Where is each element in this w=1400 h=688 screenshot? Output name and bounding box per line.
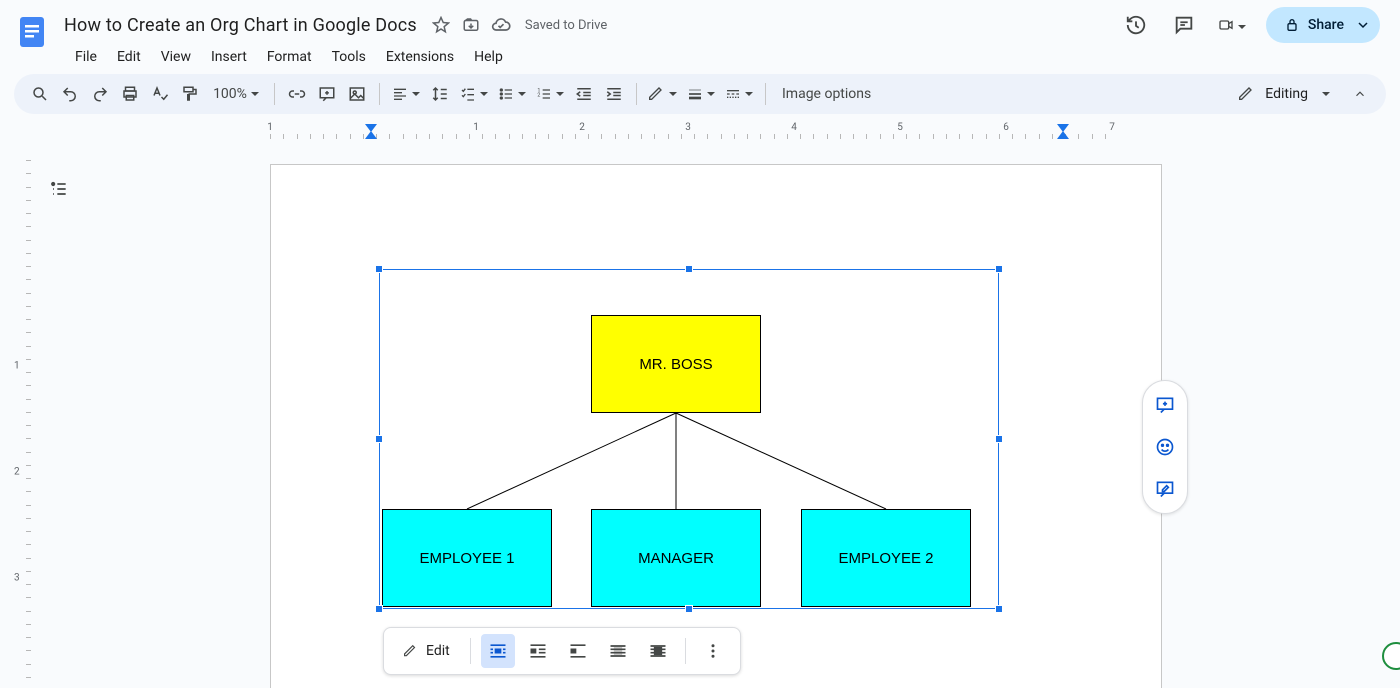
add-comment-side-icon[interactable] <box>1149 389 1181 421</box>
org-chart-connectors <box>271 165 1163 688</box>
vertical-ruler[interactable]: 123 <box>14 160 32 680</box>
menu-edit[interactable]: Edit <box>108 45 150 69</box>
editing-mode-button[interactable]: Editing <box>1229 82 1340 106</box>
docs-logo[interactable] <box>12 6 52 58</box>
horizontal-ruler[interactable]: 11234567 <box>0 122 1400 140</box>
selection-handle[interactable] <box>995 605 1003 613</box>
paint-format-icon[interactable] <box>176 80 204 108</box>
bullet-list-icon[interactable] <box>494 80 530 108</box>
spellcheck-icon[interactable] <box>146 80 174 108</box>
border-color-icon[interactable] <box>645 80 681 108</box>
edit-drawing-label: Edit <box>426 643 450 659</box>
break-text-icon[interactable] <box>561 634 595 668</box>
org-node-boss[interactable]: MR. BOSS <box>591 315 761 413</box>
document-title[interactable]: How to Create an Org Chart in Google Doc… <box>60 13 421 38</box>
border-dash-icon[interactable] <box>721 80 757 108</box>
toolbar: 100% 12 Image options Editing <box>14 74 1386 114</box>
comments-icon[interactable] <box>1170 11 1198 39</box>
image-layout-toolbar: Edit <box>383 627 741 675</box>
menu-file[interactable]: File <box>66 45 106 69</box>
explore-badge[interactable] <box>1382 642 1400 670</box>
redo-icon[interactable] <box>86 80 114 108</box>
suggest-edits-icon[interactable] <box>1149 473 1181 505</box>
selection-handle[interactable] <box>375 605 383 613</box>
menu-format[interactable]: Format <box>258 45 321 69</box>
emoji-react-icon[interactable] <box>1149 431 1181 463</box>
zoom-select[interactable]: 100% <box>206 80 266 108</box>
move-icon[interactable] <box>461 15 481 35</box>
org-node-emp1[interactable]: EMPLOYEE 1 <box>382 509 552 607</box>
menu-view[interactable]: View <box>152 45 200 69</box>
menu-extensions[interactable]: Extensions <box>377 45 463 69</box>
add-comment-icon[interactable] <box>313 80 341 108</box>
behind-text-icon[interactable] <box>601 634 635 668</box>
cloud-saved-icon[interactable] <box>491 15 511 35</box>
overflow-menu-icon[interactable] <box>696 634 730 668</box>
meet-icon[interactable] <box>1218 11 1246 39</box>
menu-insert[interactable]: Insert <box>202 45 256 69</box>
side-comment-panel <box>1142 380 1188 514</box>
indent-decrease-icon[interactable] <box>570 80 598 108</box>
align-icon[interactable] <box>388 80 424 108</box>
print-icon[interactable] <box>116 80 144 108</box>
org-node-emp2[interactable]: EMPLOYEE 2 <box>801 509 971 607</box>
menu-bar: File Edit View Insert Format Tools Exten… <box>0 44 1400 74</box>
undo-icon[interactable] <box>56 80 84 108</box>
saved-status: Saved to Drive <box>525 18 607 33</box>
share-label: Share <box>1308 17 1344 33</box>
history-icon[interactable] <box>1122 11 1150 39</box>
checklist-icon[interactable] <box>456 80 492 108</box>
svg-text:2: 2 <box>537 93 540 99</box>
share-button[interactable]: Share <box>1266 7 1380 43</box>
selection-handle[interactable] <box>685 605 693 613</box>
selection-handle[interactable] <box>375 435 383 443</box>
selection-handle[interactable] <box>995 435 1003 443</box>
image-options-button[interactable]: Image options <box>774 86 879 102</box>
editing-mode-label: Editing <box>1265 86 1308 102</box>
outline-toggle-icon[interactable] <box>44 174 74 204</box>
selection-handle[interactable] <box>375 265 383 273</box>
infront-text-icon[interactable] <box>641 634 675 668</box>
document-page[interactable]: MR. BOSS EMPLOYEE 1 MANAGER EMPLOYEE 2 Edit <box>270 164 1162 688</box>
indent-increase-icon[interactable] <box>600 80 628 108</box>
selection-handle[interactable] <box>685 265 693 273</box>
menu-tools[interactable]: Tools <box>323 45 375 69</box>
numbered-list-icon[interactable]: 12 <box>532 80 568 108</box>
menu-help[interactable]: Help <box>465 45 512 69</box>
star-icon[interactable] <box>431 15 451 35</box>
insert-image-icon[interactable] <box>343 80 371 108</box>
toolbar-chevron-up-icon[interactable] <box>1346 80 1374 108</box>
line-spacing-icon[interactable] <box>426 80 454 108</box>
selection-handle[interactable] <box>995 265 1003 273</box>
border-weight-icon[interactable] <box>683 80 719 108</box>
search-menus-icon[interactable] <box>26 80 54 108</box>
wrap-inline-icon[interactable] <box>481 634 515 668</box>
wrap-text-icon[interactable] <box>521 634 555 668</box>
org-node-mgr[interactable]: MANAGER <box>591 509 761 607</box>
edit-drawing-button[interactable]: Edit <box>394 637 460 665</box>
insert-link-icon[interactable] <box>283 80 311 108</box>
